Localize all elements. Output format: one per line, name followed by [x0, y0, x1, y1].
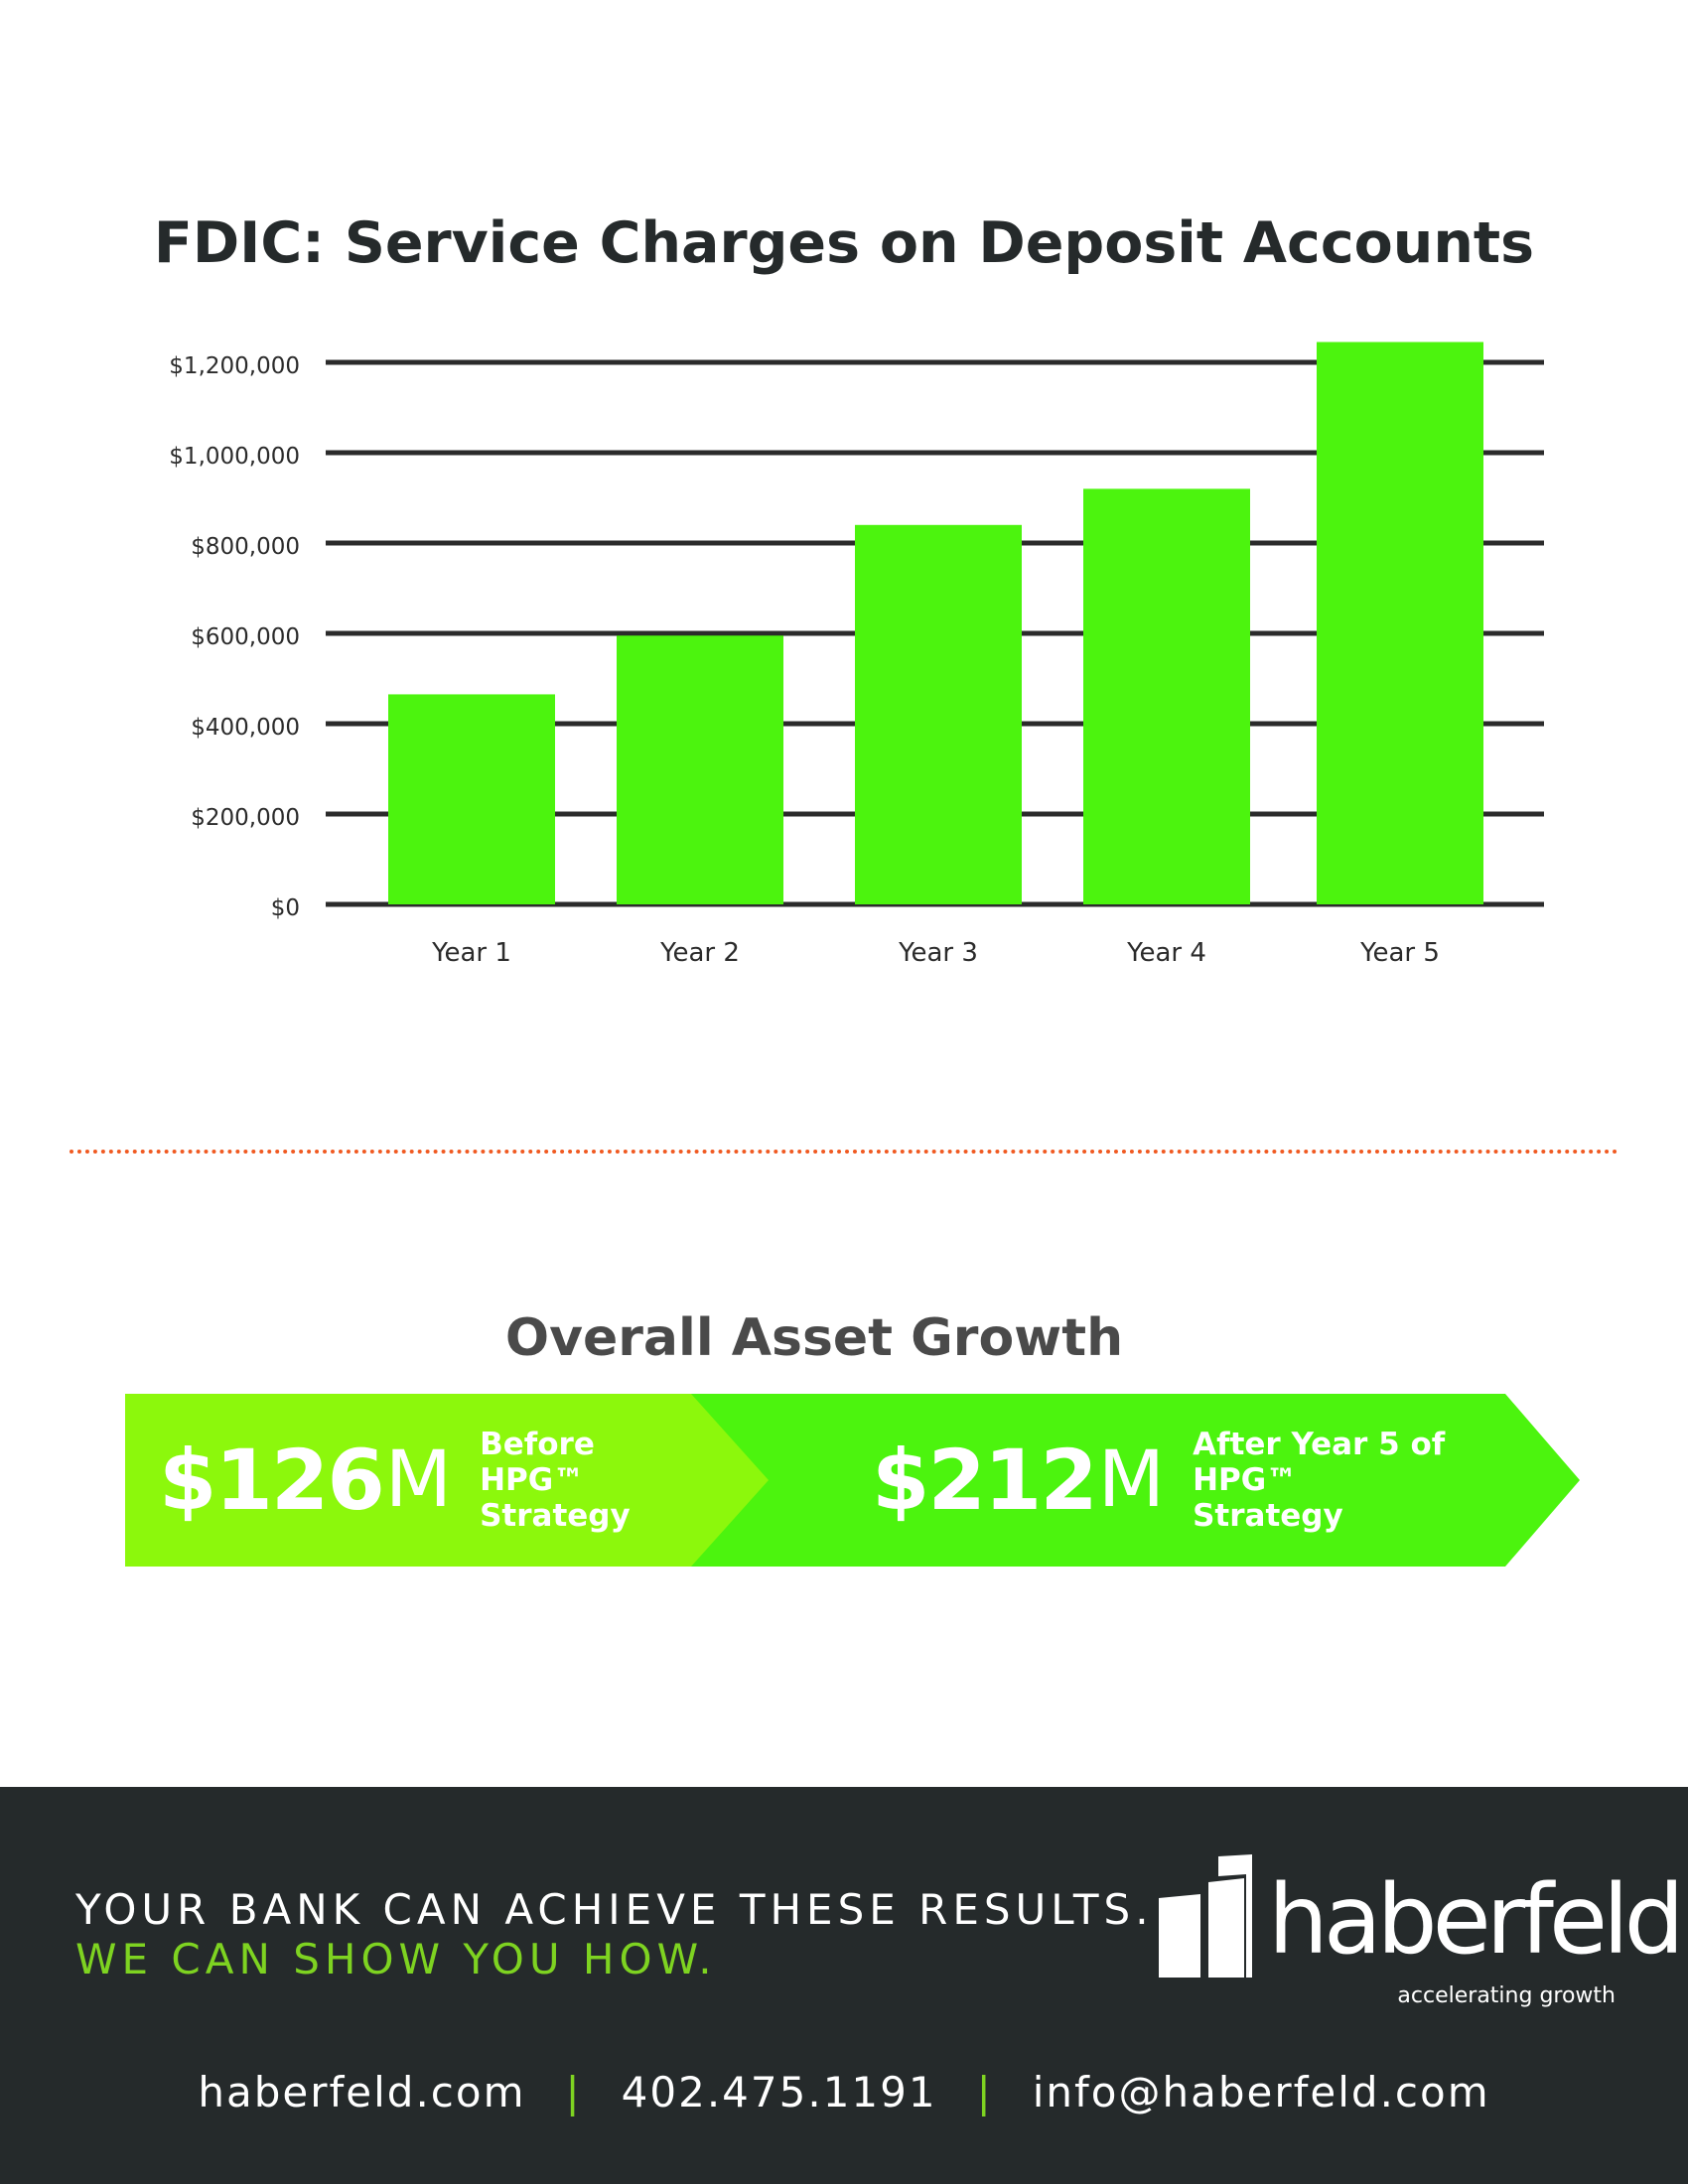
contact-separator: |	[976, 2068, 993, 2116]
before-description: Before HPG™ Strategy	[480, 1427, 708, 1534]
bar-year-4	[1083, 488, 1250, 904]
before-line-1: Before HPG™	[480, 1427, 595, 1498]
y-tick-label: $800,000	[191, 534, 300, 560]
logo-subtext: accelerating growth	[1397, 1983, 1616, 2008]
banner-arrows	[125, 1394, 1580, 1567]
asset-growth-title: Overall Asset Growth	[504, 1308, 1124, 1368]
y-tick-label: $600,000	[191, 624, 300, 650]
bar-year-1	[388, 694, 555, 904]
before-line-2: Strategy	[480, 1498, 631, 1534]
before-unit: M	[384, 1435, 453, 1525]
bars	[388, 341, 1483, 904]
dotted-separator	[70, 1150, 1618, 1154]
after-line-1: After Year 5 of	[1193, 1427, 1446, 1462]
logo-wordmark: haberfeld	[1268, 1864, 1685, 1976]
x-tick-label: Year 2	[659, 938, 740, 968]
website-link[interactable]: haberfeld.com	[198, 2068, 526, 2116]
stat-before: $126 M Before HPG™ Strategy	[159, 1394, 708, 1567]
contact-line: haberfeld.com | 402.475.1191 | info@haberfel…	[0, 2068, 1688, 2116]
y-tick-label: $1,000,000	[169, 444, 300, 470]
after-arrow-shape	[676, 1394, 1580, 1567]
tagline-line-1: YOUR BANK CAN ACHIEVE THESE RESULTS.	[75, 1885, 1154, 1934]
x-tick-label: Year 5	[1359, 938, 1440, 968]
bar-chart: $0 $200,000 $400,000 $600,000 $800,000 $1,000…	[169, 341, 1544, 968]
asset-growth-banner: $126 M Before HPG™ Strategy $212 M After Y…	[125, 1394, 1580, 1567]
bar-year-2	[617, 635, 783, 904]
chart-title: FDIC: Service Charges on Deposit Account…	[153, 210, 1535, 276]
after-value: $212	[872, 1432, 1098, 1529]
y-tick-label: $1,200,000	[169, 353, 300, 379]
after-unit: M	[1097, 1435, 1166, 1525]
after-description: After Year 5 of HPG™ Strategy	[1193, 1427, 1451, 1534]
x-tick-label: Year 1	[431, 938, 511, 968]
contact-separator: |	[565, 2068, 582, 2116]
logo-bars-icon	[1159, 1854, 1252, 1978]
tagline-line-2: WE CAN SHOW YOU HOW.	[75, 1935, 717, 1983]
y-tick-label: $0	[271, 895, 300, 921]
x-tick-label: Year 3	[898, 938, 978, 968]
x-tick-labels: Year 1 Year 2 Year 3 Year 4 Year 5	[431, 938, 1440, 968]
haberfeld-logo[interactable]: haberfeld accelerating growth	[1157, 1854, 1685, 2013]
phone-link[interactable]: 402.475.1191	[621, 2068, 937, 2116]
y-tick-label: $200,000	[191, 805, 300, 831]
bar-year-3	[855, 524, 1022, 904]
before-arrow-shape	[125, 1394, 769, 1567]
before-value: $126	[159, 1432, 385, 1529]
x-tick-label: Year 4	[1126, 938, 1206, 968]
stat-after: $212 M After Year 5 of HPG™ Strategy	[872, 1394, 1451, 1567]
footer: YOUR BANK CAN ACHIEVE THESE RESULTS. WE …	[0, 1787, 1688, 2184]
y-tick-label: $400,000	[191, 715, 300, 741]
bar-year-5	[1317, 341, 1483, 904]
email-link[interactable]: info@haberfeld.com	[1032, 2068, 1490, 2116]
y-tick-labels: $0 $200,000 $400,000 $600,000 $800,000 $1,000…	[169, 353, 300, 921]
after-line-2: HPG™ Strategy	[1193, 1462, 1343, 1534]
